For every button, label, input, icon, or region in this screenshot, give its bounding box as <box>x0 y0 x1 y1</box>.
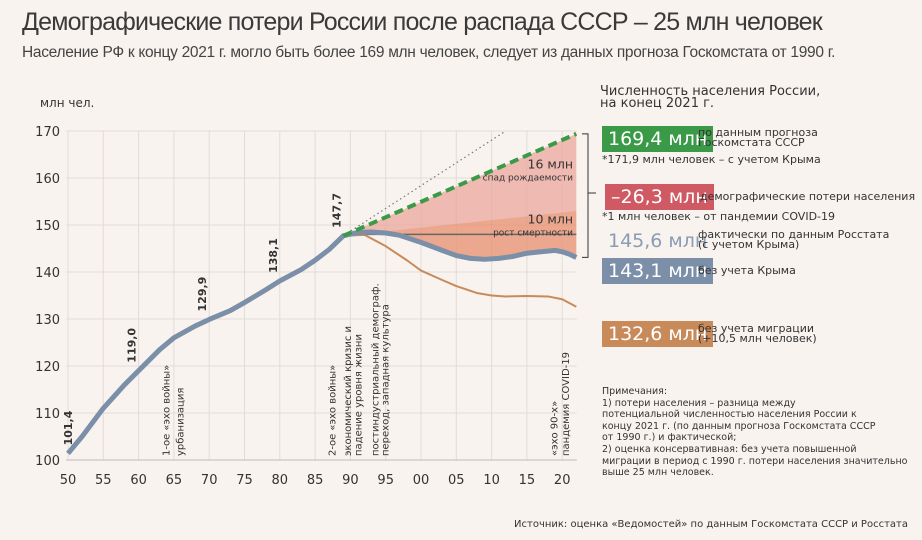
y-tick-label: 130 <box>35 313 60 328</box>
y-tick-label: 160 <box>35 172 60 187</box>
page-subtitle: Население РФ к концу 2021 г. могло быть … <box>22 44 836 61</box>
x-tick-label: 90 <box>342 473 359 488</box>
event-annotation: экономический кризис и <box>343 326 354 456</box>
event-annotation: постиндустриальный демограф. <box>370 283 381 456</box>
event-annotation: урбанизация <box>176 388 187 456</box>
x-tick-label: 95 <box>377 473 394 488</box>
point-label: 138,1 <box>267 238 280 273</box>
actual-crimea-value: 145,6 млн <box>608 230 708 252</box>
y-axis-label: млн чел. <box>40 96 94 110</box>
event-annotation: падение уровня жизни <box>353 334 364 456</box>
no-migration-line <box>343 233 577 308</box>
y-tick-label: 110 <box>35 407 60 422</box>
trend-dotted-line <box>343 130 507 237</box>
actual-crimea-desc: фактически по данным Росстата (с учетом К… <box>698 228 890 251</box>
area-value-label: 16 млн <box>528 157 573 172</box>
event-annotation: 1-ое «эхо войны» <box>161 365 172 456</box>
forecast-note: *171,9 млн человек – с учетом Крыма <box>602 153 821 166</box>
y-tick-label: 140 <box>35 266 60 281</box>
actual-population-line <box>66 229 578 456</box>
x-tick-label: 20 <box>554 473 571 488</box>
x-tick-label: 65 <box>166 473 183 488</box>
x-tick-label: 70 <box>201 473 218 488</box>
y-tick-label: 100 <box>35 454 60 469</box>
area-value-label: 10 млн <box>528 212 573 227</box>
x-tick-label: 00 <box>413 473 430 488</box>
x-tick-label: 80 <box>272 473 289 488</box>
legend-heading-line-1: Численность населения России, <box>600 84 821 99</box>
event-annotation: переход, западная культура <box>380 304 391 456</box>
area-desc-label: спад рождаемости <box>483 174 574 184</box>
losses-value-badge: –26,3 млн <box>605 184 714 210</box>
forecast-dashed-line <box>342 131 578 238</box>
forecast-value-badge: 169,4 млн <box>602 126 714 152</box>
notes: Примечания: 1) потери населения – разниц… <box>602 386 908 479</box>
x-tick-label: 75 <box>236 473 253 488</box>
point-label: 147,7 <box>330 193 343 228</box>
x-tick-label: 85 <box>307 473 324 488</box>
source-note: Источник: оценка «Ведомостей» по данным … <box>514 519 908 530</box>
losses-note: *1 млн человек – от пандемии COVID-19 <box>602 210 836 223</box>
point-label: 101,4 <box>62 410 75 445</box>
point-label: 129,9 <box>196 277 209 312</box>
y-tick-label: 170 <box>35 125 60 140</box>
area-desc-label: рост смертности <box>493 229 573 239</box>
page-title: Демографические потери России после расп… <box>22 8 823 36</box>
y-tick-label: 150 <box>35 219 60 234</box>
y-tick-label: 120 <box>35 360 60 375</box>
no-migration-value-badge: 132,6 млн <box>602 321 714 347</box>
event-annotation: «эхо 90-х» <box>550 401 561 456</box>
event-annotation: пандемия COVID-19 <box>561 352 572 456</box>
x-tick-label: 50 <box>60 473 77 488</box>
forecast-desc: по данным прогноза Госкомстата СССР <box>698 126 818 149</box>
no-migration-desc: без учета миграции (+10,5 млн человек) <box>698 322 817 345</box>
x-tick-label: 10 <box>483 473 500 488</box>
x-tick-label: 60 <box>130 473 147 488</box>
x-tick-label: 15 <box>519 473 536 488</box>
losses-bracket <box>582 133 596 258</box>
point-label: 119,0 <box>126 328 139 363</box>
losses-desc: демографические потери населения <box>700 190 916 203</box>
legend-heading-line-2: на конец 2021 г. <box>600 96 715 111</box>
x-tick-label: 55 <box>95 473 112 488</box>
actual-value-badge: 143,1 млн <box>602 258 714 284</box>
x-tick-label: 05 <box>448 473 465 488</box>
actual-desc: без учета Крыма <box>698 264 796 277</box>
legend-heading: Численность населения России, на конец 2… <box>600 84 821 111</box>
event-annotation: 2-ое «эхо войны» <box>327 365 338 456</box>
